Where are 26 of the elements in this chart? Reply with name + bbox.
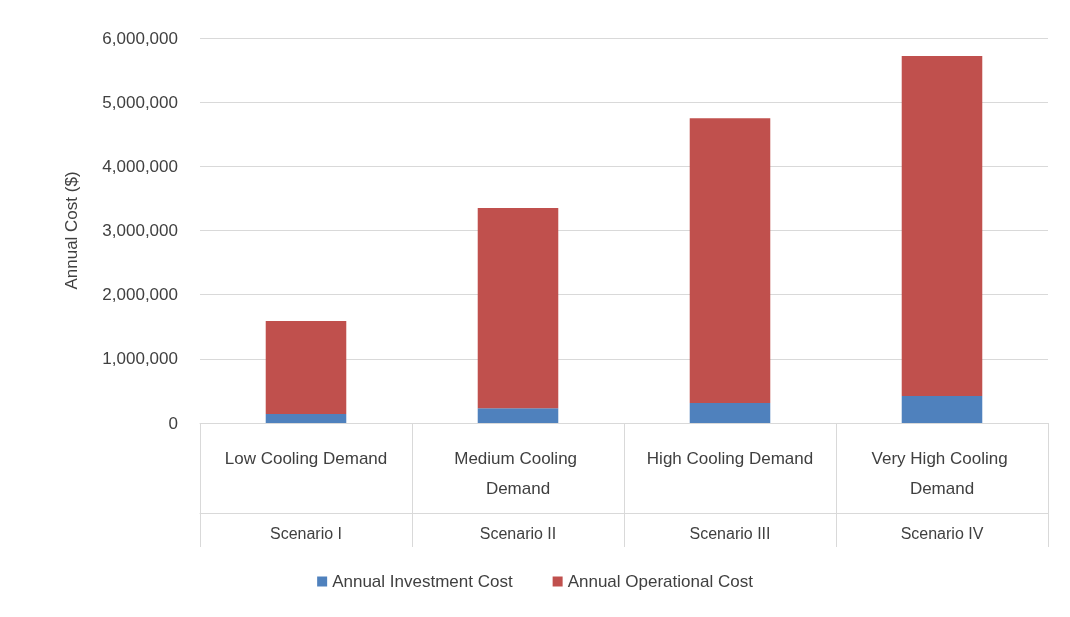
bar xyxy=(689,403,771,423)
y-tick-label: 4,000,000 xyxy=(102,156,178,176)
y-tick-label: 6,000,000 xyxy=(102,28,178,48)
bar xyxy=(689,118,771,404)
bar xyxy=(477,208,559,409)
bar xyxy=(265,414,347,423)
y-tick-label: 3,000,000 xyxy=(102,221,178,240)
y-tick-label: 2,000,000 xyxy=(102,285,178,305)
y-tick-label: 1,000,000 xyxy=(102,349,178,369)
legend-label: Annual Operational Cost xyxy=(567,572,754,591)
text: Scenario IV xyxy=(900,524,984,542)
x-tick-label: Low Cooling Demand xyxy=(224,448,388,468)
x-tick-label: Medium Cooling Demand xyxy=(454,448,582,498)
x-tick-label: Very High Cooling Demand xyxy=(871,448,1013,498)
bar xyxy=(901,396,983,423)
x-tick-label: High Cooling Demand xyxy=(646,448,814,468)
text: Scenario II xyxy=(479,524,557,542)
y-tick-label: 5,000,000 xyxy=(102,92,178,112)
bar xyxy=(901,55,983,397)
text: Scenario III xyxy=(689,524,771,542)
y-axis-title: Annual Cost ($) xyxy=(62,171,81,290)
text: Scenario I xyxy=(269,524,343,542)
bar xyxy=(265,320,347,415)
bar xyxy=(477,408,559,423)
y-tick-label: 0 xyxy=(168,413,178,433)
legend-label: Annual Investment Cost xyxy=(332,572,513,591)
